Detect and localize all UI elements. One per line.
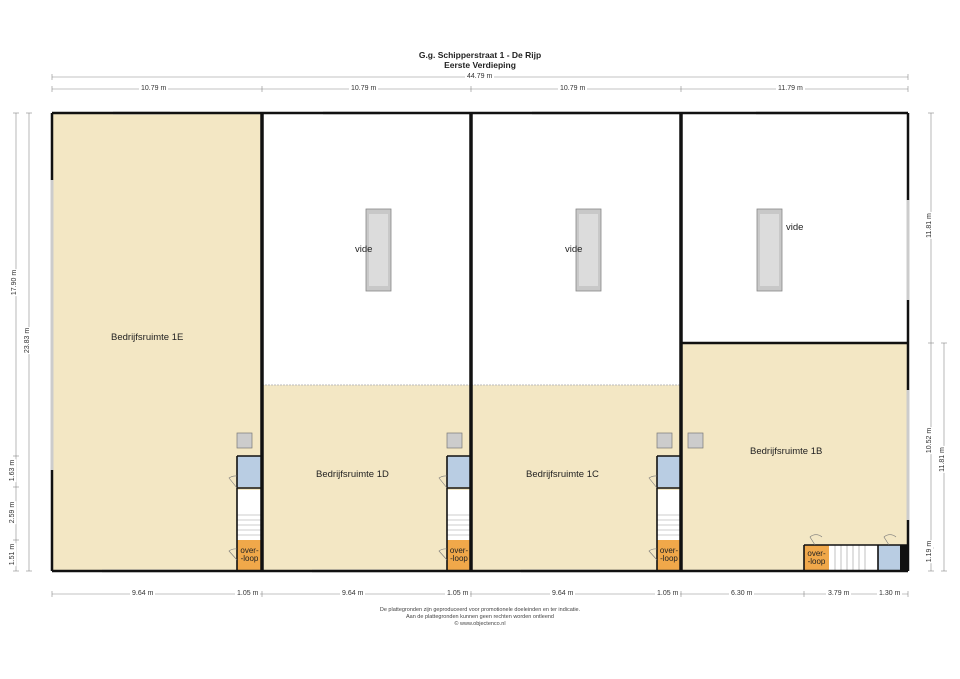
dim-right-1: 11.81 m bbox=[925, 212, 933, 239]
overloop-text-top: over- bbox=[240, 546, 259, 555]
footer-line-3: © www.objectenco.nl bbox=[454, 621, 506, 627]
footer-line-1: De plattegronden zijn geproduceerd voor … bbox=[379, 607, 581, 613]
dim-left-2: 1.63 m bbox=[9, 458, 17, 483]
dim-right-total: 11.81 m bbox=[938, 446, 946, 473]
dim-left-total: 23.83 m bbox=[24, 326, 32, 355]
dim-top-3: 10.79 m bbox=[558, 85, 588, 92]
room-label-1c: Bedrijfsruimte 1C bbox=[526, 469, 599, 480]
dim-bottom-4: 1.05 m bbox=[445, 590, 471, 597]
overloop-label-1b: over- -loop bbox=[803, 550, 830, 566]
overloop-text-top: over- bbox=[807, 549, 826, 558]
dim-bottom-1: 9.64 m bbox=[130, 590, 156, 597]
dim-left-1: 17.90 m bbox=[11, 268, 19, 297]
footer-line-2: Aan de plattegronden kunnen geen rechten… bbox=[405, 614, 554, 620]
dim-right-2: 10.52 m bbox=[926, 426, 934, 455]
dim-bottom-7: 6.30 m bbox=[729, 590, 755, 597]
dim-top-1: 10.79 m bbox=[139, 85, 169, 92]
party-walls bbox=[260, 113, 683, 571]
dim-bottom-9: 1.30 m bbox=[877, 590, 903, 597]
overloop-text-bottom: -loop bbox=[240, 554, 259, 563]
overloop-text-bottom: -loop bbox=[450, 554, 468, 563]
overloop-label-1e: over- -loop bbox=[236, 547, 263, 563]
room-label-vide-1: vide bbox=[355, 244, 373, 255]
dim-total-width: 44.79 m bbox=[465, 73, 495, 80]
room-label-1e: Bedrijfsruimte 1E bbox=[111, 332, 184, 343]
room-1e-floor bbox=[52, 113, 262, 571]
wall-block-1b bbox=[900, 545, 908, 571]
overloop-label-1c: over- -loop bbox=[656, 547, 682, 563]
door-swings bbox=[228, 475, 897, 561]
overloop-text-top: over- bbox=[659, 546, 679, 555]
dim-bottom-5: 9.64 m bbox=[550, 590, 576, 597]
dimension-lines-right bbox=[928, 112, 947, 572]
room-label-vide-3: vide bbox=[786, 222, 804, 233]
dim-top-4: 11.79 m bbox=[776, 85, 805, 92]
room-1c-floor bbox=[471, 385, 681, 571]
plan-title: G.g. Schipperstraat 1 - De Rijp bbox=[418, 50, 542, 60]
dim-left-3: 2.59 m bbox=[9, 500, 17, 525]
room-label-1b: Bedrijfsruimte 1B bbox=[750, 446, 823, 457]
plan-subtitle: Eerste Verdieping bbox=[444, 60, 516, 70]
overloop-text-bottom: -loop bbox=[807, 557, 826, 566]
core-1b bbox=[687, 432, 900, 571]
dimension-lines-bottom bbox=[51, 591, 909, 597]
overloop-text-top: over- bbox=[449, 546, 469, 555]
dim-left-4: 1.51 m bbox=[9, 542, 17, 567]
room-label-vide-2: vide bbox=[565, 244, 583, 255]
dim-top-2: 10.79 m bbox=[349, 85, 379, 92]
dim-bottom-6: 1.05 m bbox=[655, 590, 681, 597]
vide-skylights bbox=[365, 208, 783, 292]
room-1d-floor bbox=[262, 385, 471, 571]
dim-right-3: 1.19 m bbox=[926, 539, 934, 564]
stair-treads bbox=[237, 514, 866, 571]
overloop-label-1d: over- -loop bbox=[446, 547, 472, 563]
room-label-1d: Bedrijfsruimte 1D bbox=[316, 469, 389, 480]
room-1b-floor bbox=[681, 343, 908, 571]
dim-bottom-2: 1.05 m bbox=[235, 590, 261, 597]
core-walls bbox=[236, 455, 908, 571]
main-walls bbox=[50, 111, 910, 573]
overloop-text-bottom: -loop bbox=[660, 554, 678, 563]
dim-bottom-8: 3.79 m bbox=[826, 590, 852, 597]
vide-3-floor bbox=[681, 113, 908, 343]
dim-bottom-3: 9.64 m bbox=[340, 590, 366, 597]
